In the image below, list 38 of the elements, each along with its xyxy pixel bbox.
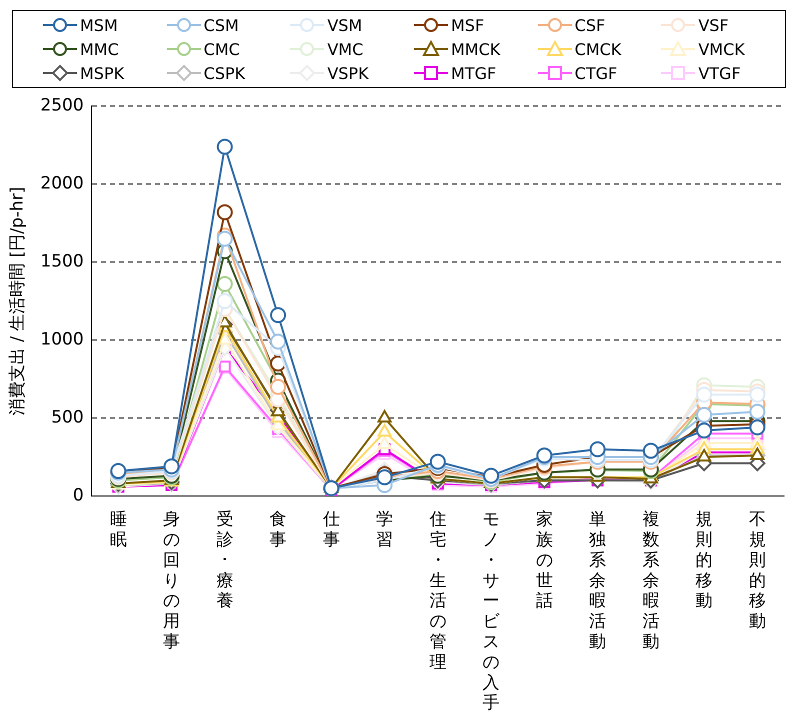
x-tick-label: 睡眠 (110, 510, 127, 550)
x-tick-label: 食事 (270, 510, 287, 550)
y-tick-label: 0 (72, 485, 84, 506)
x-tick-label: 学習 (376, 510, 394, 550)
y-tick-label: 2500 (40, 96, 84, 116)
legend-label: MTGF (450, 64, 496, 82)
x-tick-label: 仕事 (322, 510, 340, 550)
legend-label: MSF (450, 16, 484, 34)
legend-label: MSM (80, 16, 118, 34)
y-tick-label: 1500 (40, 252, 84, 272)
y-axis-title: 消費支出 / 生活時間 [円/p-hr] (8, 186, 28, 416)
x-tick-label: 住宅・生活の管理 (428, 510, 446, 672)
y-tick-label: 1000 (40, 330, 84, 350)
category-label: モノ・サービスの入手 (482, 510, 500, 714)
y-tick-label: 2000 (40, 174, 84, 194)
x-tick-label: 家族の世話 (536, 510, 553, 612)
x-tick-label: 身の回りの用事 (163, 510, 180, 652)
legend-label: VSM (327, 16, 362, 34)
x-tick-label: 規則的移動 (696, 510, 713, 612)
legend-label: CMCK (574, 40, 622, 58)
legend-label: CSF (574, 16, 606, 34)
legend-label: VMCK (698, 40, 745, 58)
x-tick-label: 受診･療養 (216, 510, 234, 612)
legend-label: MMC (80, 40, 119, 58)
legend-label: CTGF (574, 64, 618, 82)
x-tick-label: 不規則的移動 (748, 510, 766, 632)
legend-label: VTGF (698, 64, 741, 82)
legend-label: MMCK (450, 40, 500, 58)
x-tick-label: 複数系余暇活動 (642, 510, 660, 652)
y-tick-label: 500 (51, 407, 84, 428)
legend-label: VSPK (327, 64, 369, 82)
legend-label: CSM (204, 16, 239, 34)
legend-label: VSF (698, 16, 729, 34)
legend-label: VMC (327, 40, 364, 58)
x-tick-label: 単独系余暇活動 (589, 510, 606, 652)
legend-label: CMC (204, 40, 240, 58)
legend-label: MSPK (80, 64, 124, 82)
legend-label: CSPK (204, 64, 246, 82)
